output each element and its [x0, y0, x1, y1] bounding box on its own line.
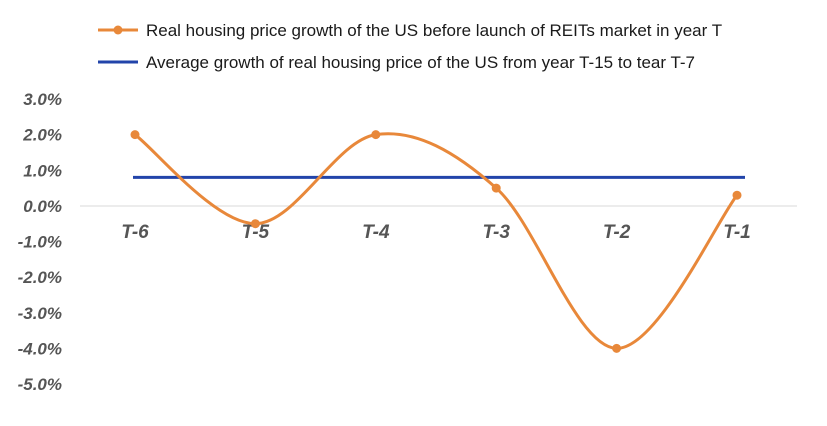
legend-label-average-growth: Average growth of real housing price of … [146, 53, 695, 72]
x-tick-label: T-2 [603, 222, 631, 243]
legend: Real housing price growth of the US befo… [98, 21, 722, 72]
series-line-housing-price-growth [134, 132, 739, 350]
x-tick-label: T-1 [723, 222, 750, 243]
y-tick-label: -5.0% [18, 375, 62, 394]
y-tick-label: 0.0% [23, 197, 62, 216]
x-tick-label: T-5 [242, 222, 270, 243]
x-tick-label: T-6 [121, 222, 149, 243]
y-tick-label: -1.0% [18, 233, 62, 252]
x-tick-label: T-4 [362, 222, 390, 243]
y-axis: 3.0% 2.0% 1.0% 0.0% -1.0% -2.0% -3.0% -4.0% -5.0… [18, 90, 62, 394]
data-point-housing-price-growth [371, 130, 381, 140]
legend-marker-housing-price-growth [113, 25, 123, 35]
series-layer [130, 130, 745, 353]
y-tick-label: -2.0% [18, 268, 62, 287]
data-point-housing-price-growth [491, 183, 501, 193]
legend-label-housing-price-growth: Real housing price growth of the US befo… [146, 21, 722, 40]
y-tick-label: -3.0% [18, 304, 62, 323]
x-axis: T-6 T-5 T-4 T-3 T-2 T-1 [121, 222, 750, 243]
y-tick-label: -4.0% [18, 339, 62, 358]
data-point-housing-price-growth [732, 190, 742, 200]
y-tick-label: 3.0% [23, 90, 62, 109]
data-point-housing-price-growth [612, 343, 622, 353]
y-tick-label: 2.0% [22, 126, 62, 145]
y-tick-label: 1.0% [23, 161, 62, 180]
data-point-housing-price-growth [250, 219, 260, 229]
x-tick-label: T-3 [482, 222, 510, 243]
data-point-housing-price-growth [130, 130, 140, 140]
